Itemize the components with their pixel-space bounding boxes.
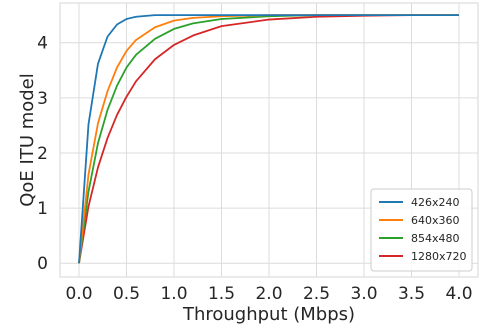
series-line-1280x720 [78, 14, 459, 264]
legend-entry-label: 640x360 [411, 214, 460, 227]
x-tick-label: 3.5 [398, 284, 425, 304]
y-tick-label: 0 [37, 254, 48, 274]
series-lines [78, 14, 459, 264]
tick-labels: 0.0 0.5 1.0 1.5 2.0 2.5 3.0 3.5 4.0 0 1 2 3 4 [37, 34, 472, 304]
x-tick-label: 4.0 [445, 284, 472, 304]
x-tick-label: 2.5 [303, 284, 330, 304]
x-tick-label: 3.0 [350, 284, 377, 304]
x-axis-label: Throughput (Mbps) [182, 304, 355, 325]
legend-entry-label: 426x240 [411, 196, 460, 209]
x-tick-label: 1.5 [208, 284, 235, 304]
x-tick-label: 0.0 [65, 284, 92, 304]
y-tick-label: 3 [37, 89, 48, 109]
y-tick-label: 1 [37, 199, 48, 219]
y-tick-label: 4 [37, 34, 48, 54]
legend-entry-label: 1280x720 [411, 250, 467, 263]
grid-lines [60, 3, 478, 277]
y-axis-label: QoE ITU model [17, 73, 38, 207]
legend: 426x240 640x360 854x480 1280x720 [370, 188, 473, 272]
series-line-426x240 [78, 14, 459, 264]
x-tick-label: 2.0 [255, 284, 282, 304]
legend-box [370, 188, 473, 272]
legend-entry-label: 854x480 [411, 232, 460, 245]
x-tick-label: 0.5 [113, 284, 140, 304]
y-tick-label: 2 [37, 144, 48, 164]
x-tick-label: 1.0 [160, 284, 187, 304]
